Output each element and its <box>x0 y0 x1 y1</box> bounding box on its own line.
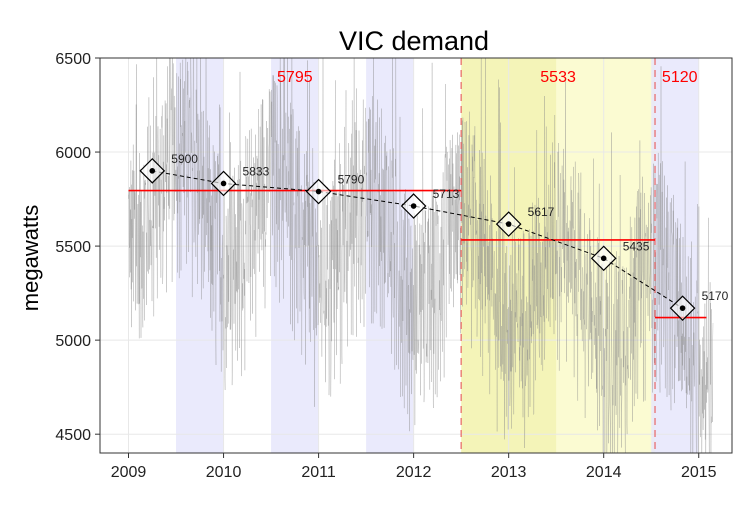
annual-point-label: 5790 <box>338 173 365 187</box>
daily-demand-series <box>128 58 714 453</box>
x-tick-label: 2010 <box>206 464 242 481</box>
x-tick-label: 2013 <box>491 464 527 481</box>
x-tick-label: 2012 <box>396 464 432 481</box>
plot-border <box>99 57 733 454</box>
period-mean-label: 5795 <box>277 69 313 86</box>
annual-point <box>679 305 686 311</box>
annual-point <box>149 168 156 174</box>
y-tick-label: 6500 <box>55 51 91 68</box>
annual-point-label: 5713 <box>433 187 460 201</box>
annual-point <box>220 180 227 187</box>
x-tick-label: 2011 <box>301 464 336 481</box>
annual-point-label: 5617 <box>528 205 555 219</box>
annual-point <box>600 255 607 262</box>
x-tick-label: 2015 <box>681 464 717 481</box>
x-tick-label: 2009 <box>111 464 147 481</box>
period-mean-label: 5120 <box>662 69 698 86</box>
x-tick-label: 2014 <box>586 464 622 481</box>
annual-point-label: 5833 <box>243 164 270 178</box>
y-tick-label: 5000 <box>55 333 91 350</box>
annual-point-label: 5435 <box>623 239 650 253</box>
y-axis-label: megawatts <box>18 205 43 311</box>
plot-area: 5795 5533 5120 5900 5833 5790 5713 5617 5435 5170… <box>55 51 733 481</box>
annual-point <box>410 203 417 209</box>
annual-point <box>315 188 322 195</box>
y-tick-label: 5500 <box>55 239 91 256</box>
period-mean-label: 5533 <box>540 69 576 86</box>
annual-point <box>505 221 512 227</box>
y-tick-label: 6000 <box>55 145 91 162</box>
y-tick-label: 4500 <box>55 427 91 444</box>
annual-point-label: 5900 <box>171 152 198 166</box>
chart-title: VIC demand <box>339 26 489 56</box>
annual-point-label: 5170 <box>702 289 729 303</box>
